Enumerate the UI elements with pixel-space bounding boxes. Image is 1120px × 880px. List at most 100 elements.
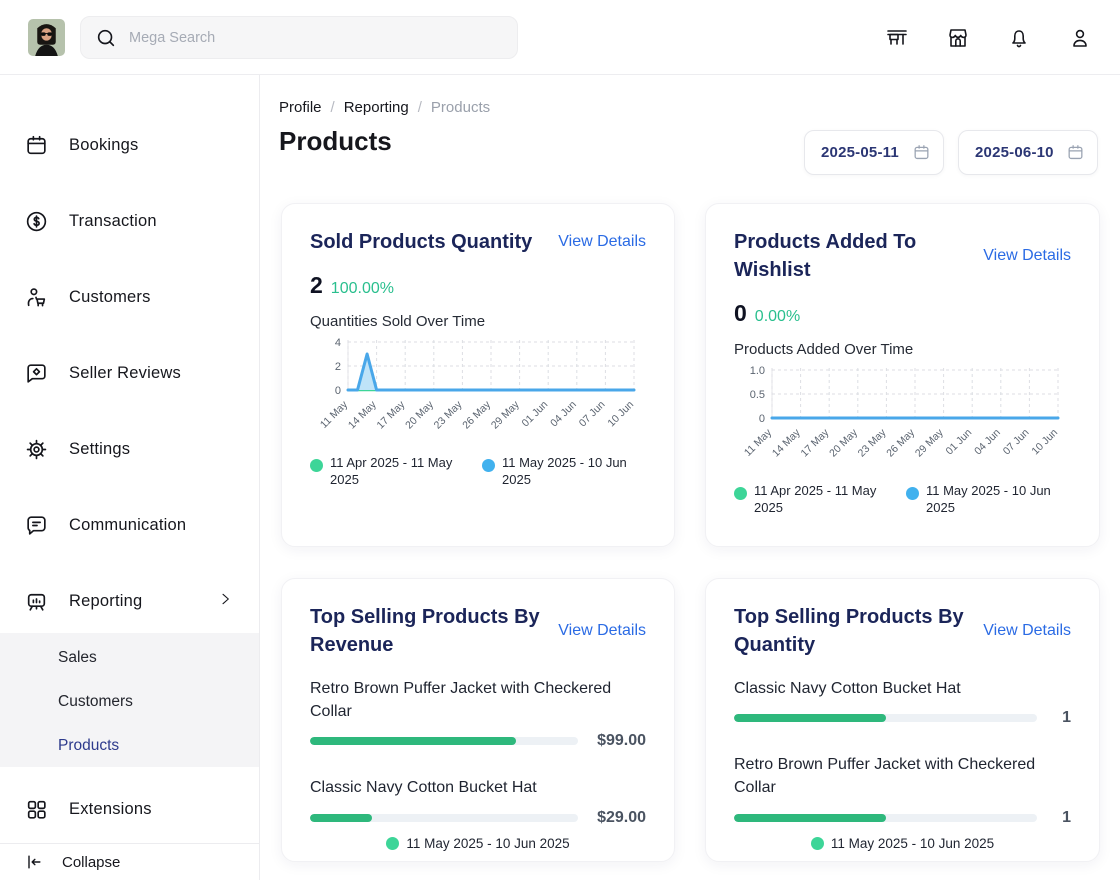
legend-label: 11 Apr 2025 - 11 May 2025 [330, 455, 470, 489]
product-value: $99.00 [594, 732, 646, 750]
breadcrumb: Profile / Reporting / Products [279, 99, 490, 116]
product-value: 1 [1053, 809, 1071, 827]
sidebar-item-extensions[interactable]: Extensions [0, 787, 259, 831]
sidebar-item-label: Transaction [69, 212, 157, 231]
breadcrumb-separator: / [331, 99, 335, 116]
breadcrumb-profile[interactable]: Profile [279, 99, 322, 116]
sidebar-item-label: Bookings [69, 136, 138, 155]
sidebar-item-communication[interactable]: Communication [0, 503, 259, 547]
sidebar-item-label: Seller Reviews [69, 364, 181, 383]
collapse-button[interactable]: Collapse [0, 843, 259, 880]
sidebar-item-label: Reporting [69, 592, 142, 611]
product-row: Retro Brown Puffer Jacket with Checkered… [734, 753, 1071, 826]
legend-label: 11 May 2025 - 10 Jun 2025 [831, 835, 994, 853]
calendar-icon [24, 133, 49, 158]
svg-text:23 May: 23 May [432, 398, 465, 431]
stat-value: 2 [310, 272, 323, 299]
progress-track [310, 814, 578, 822]
view-details-link[interactable]: View Details [983, 622, 1071, 640]
sidebar-item-settings[interactable]: Settings [0, 427, 259, 471]
date-from-picker[interactable]: 2025-05-11 [804, 130, 944, 175]
stat-delta: 0.00% [755, 308, 800, 326]
sidebar-item-reporting[interactable]: Reporting [0, 579, 259, 623]
legend-dot-blue [482, 459, 495, 472]
sidebar-item-bookings[interactable]: Bookings [0, 123, 259, 167]
legend-item: 11 May 2025 - 10 Jun 2025 [811, 835, 994, 853]
sidebar-item-customers[interactable]: Customers [0, 275, 259, 319]
svg-text:29 May: 29 May [489, 398, 522, 431]
legend-dot-green [386, 837, 399, 850]
progress-track [734, 814, 1037, 822]
progress-fill [734, 814, 886, 822]
card-title: Products Added To Wishlist [734, 228, 975, 284]
sidebar-item-transaction[interactable]: Transaction [0, 199, 259, 243]
svg-text:20 May: 20 May [827, 426, 860, 459]
svg-text:14 May: 14 May [346, 398, 379, 431]
product-name: Classic Navy Cotton Bucket Hat [734, 677, 1071, 700]
dollar-circle-icon [24, 209, 49, 234]
card-title: Top Selling Products By Quantity [734, 603, 975, 659]
search-icon [95, 27, 117, 49]
chat-bubble-icon [24, 513, 49, 538]
svg-text:14 May: 14 May [770, 426, 803, 459]
stat-delta: 100.00% [331, 280, 394, 298]
legend-label: 11 May 2025 - 10 Jun 2025 [926, 483, 1066, 517]
card-title: Top Selling Products By Revenue [310, 603, 550, 659]
top-header [0, 0, 1120, 75]
submenu-item-customers[interactable]: Customers [58, 687, 133, 717]
svg-text:4: 4 [335, 337, 341, 349]
legend-item: 11 May 2025 - 10 Jun 2025 [482, 455, 642, 489]
products-added-line-chart: 00.51.011 May14 May17 May20 May23 May26 … [734, 360, 1068, 478]
svg-text:11 May: 11 May [318, 398, 351, 431]
review-bubble-icon [24, 361, 49, 386]
grid-icon [24, 797, 49, 822]
svg-text:0.5: 0.5 [750, 389, 765, 401]
user-icon[interactable] [1068, 26, 1092, 50]
date-from-value: 2025-05-11 [821, 144, 899, 161]
store-icon[interactable] [946, 26, 970, 50]
sidebar-item-label: Customers [69, 288, 151, 307]
quantities-sold-line-chart: 02411 May14 May17 May20 May23 May26 May2… [310, 332, 644, 450]
customer-cart-icon [24, 285, 49, 310]
submenu-item-sales[interactable]: Sales [58, 643, 97, 673]
sidebar-item-label: Extensions [69, 800, 152, 819]
card-top-selling-by-revenue: Top Selling Products By Revenue View Det… [281, 578, 675, 862]
breadcrumb-reporting[interactable]: Reporting [344, 99, 409, 116]
sidebar-item-label: Settings [69, 440, 130, 459]
date-to-picker[interactable]: 2025-06-10 [958, 130, 1098, 175]
chart-subtitle: Products Added Over Time [734, 341, 1071, 358]
svg-text:2: 2 [335, 361, 341, 373]
view-details-link[interactable]: View Details [558, 233, 646, 251]
progress-fill [310, 814, 372, 822]
breadcrumb-separator: / [418, 99, 422, 116]
collapse-label: Collapse [62, 854, 120, 871]
legend-label: 11 Apr 2025 - 11 May 2025 [754, 483, 894, 517]
svg-text:23 May: 23 May [856, 426, 889, 459]
legend-dot-blue [906, 487, 919, 500]
legend-item: 11 Apr 2025 - 11 May 2025 [310, 455, 470, 489]
sidebar-item-seller-reviews[interactable]: Seller Reviews [0, 351, 259, 395]
legend-label: 11 May 2025 - 10 Jun 2025 [406, 835, 569, 853]
avatar[interactable] [28, 19, 65, 56]
legend-label: 11 May 2025 - 10 Jun 2025 [502, 455, 642, 489]
view-details-link[interactable]: View Details [558, 622, 646, 640]
legend-dot-green [734, 487, 747, 500]
search-bar[interactable] [80, 16, 518, 59]
svg-text:07 Jun: 07 Jun [577, 399, 608, 430]
progress-track [734, 714, 1037, 722]
sidebar: Bookings Transaction Customers Seller Re… [0, 75, 260, 880]
stall-icon[interactable] [885, 26, 909, 50]
card-products-added-to-wishlist: Products Added To Wishlist View Details … [705, 203, 1100, 547]
svg-text:1.0: 1.0 [750, 365, 765, 377]
report-board-icon [24, 589, 49, 614]
page-title: Products [279, 126, 392, 157]
product-value: $29.00 [594, 809, 646, 827]
svg-text:10 Jun: 10 Jun [605, 399, 636, 430]
main-content: Profile / Reporting / Products Products … [260, 75, 1120, 880]
submenu-item-products[interactable]: Products [58, 731, 119, 761]
view-details-link[interactable]: View Details [983, 247, 1071, 265]
bell-icon[interactable] [1007, 26, 1031, 50]
svg-text:07 Jun: 07 Jun [1001, 427, 1032, 458]
search-input[interactable] [129, 30, 503, 46]
chart-subtitle: Quantities Sold Over Time [310, 313, 646, 330]
